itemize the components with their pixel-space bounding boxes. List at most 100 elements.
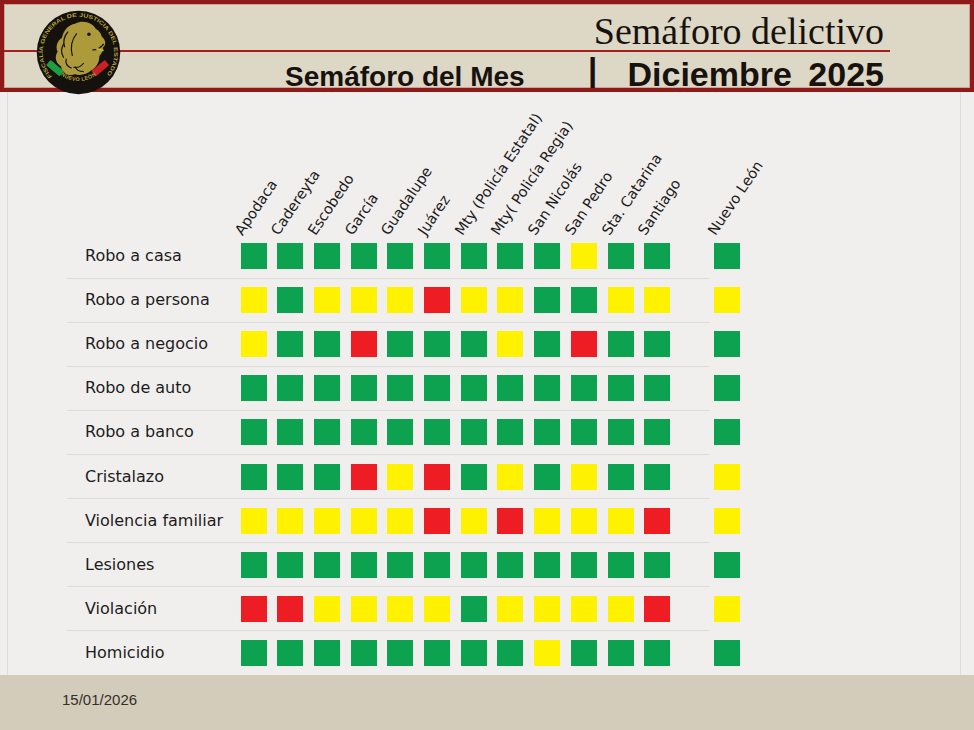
row-label: Robo a banco <box>85 419 194 445</box>
traffic-cell <box>714 419 740 445</box>
row-separator <box>67 542 710 543</box>
traffic-cell <box>351 375 377 401</box>
page-subtitle-pipe: | <box>588 53 597 86</box>
traffic-cell <box>497 419 523 445</box>
traffic-cell <box>351 243 377 269</box>
traffic-cell <box>461 331 487 357</box>
traffic-cell <box>424 287 450 313</box>
traffic-cell <box>277 331 303 357</box>
traffic-cell <box>534 640 560 666</box>
row-label: Homicidio <box>85 640 164 666</box>
traffic-cell <box>608 243 634 269</box>
traffic-cell <box>314 640 340 666</box>
traffic-cell <box>277 464 303 490</box>
traffic-cell <box>277 640 303 666</box>
traffic-cell <box>714 287 740 313</box>
header-banner: FISCALÍA GENERAL DE JUSTICIA DEL ESTADO … <box>0 0 974 92</box>
traffic-cell <box>644 331 670 357</box>
traffic-cell <box>351 331 377 357</box>
row-separator <box>67 586 710 587</box>
traffic-cell <box>608 552 634 578</box>
column-header-4: García <box>341 190 380 238</box>
traffic-cell <box>608 287 634 313</box>
traffic-cell <box>241 508 267 534</box>
traffic-cell <box>314 419 340 445</box>
row-separator <box>67 498 710 499</box>
traffic-cell <box>241 375 267 401</box>
traffic-cell <box>461 552 487 578</box>
traffic-cell <box>534 243 560 269</box>
traffic-cell <box>461 596 487 622</box>
traffic-cell <box>644 464 670 490</box>
traffic-cell <box>714 552 740 578</box>
traffic-cell <box>644 640 670 666</box>
traffic-cell <box>424 419 450 445</box>
traffic-cell <box>241 552 267 578</box>
traffic-cell <box>351 508 377 534</box>
traffic-cell <box>534 375 560 401</box>
row-label: Lesiones <box>85 552 154 578</box>
page: FISCALÍA GENERAL DE JUSTICIA DEL ESTADO … <box>0 0 974 730</box>
traffic-cell <box>314 287 340 313</box>
traffic-cell <box>644 287 670 313</box>
traffic-cell <box>571 287 597 313</box>
traffic-cell <box>424 375 450 401</box>
traffic-cell <box>461 287 487 313</box>
row-label: Cristalazo <box>85 464 164 490</box>
traffic-cell <box>534 552 560 578</box>
traffic-cell <box>461 464 487 490</box>
traffic-cell <box>461 508 487 534</box>
traffic-cell <box>424 464 450 490</box>
traffic-cell <box>644 508 670 534</box>
traffic-cell <box>608 331 634 357</box>
traffic-cell <box>387 287 413 313</box>
traffic-cell <box>644 552 670 578</box>
header-divider-line <box>4 50 890 52</box>
traffic-cell <box>497 596 523 622</box>
traffic-cell <box>314 552 340 578</box>
traffic-cell <box>351 596 377 622</box>
traffic-cell <box>424 640 450 666</box>
traffic-cell <box>277 552 303 578</box>
page-title: Semáforo delictivo <box>594 12 884 50</box>
traffic-cell <box>424 596 450 622</box>
traffic-cell <box>571 640 597 666</box>
traffic-cell <box>608 508 634 534</box>
row-separator <box>67 322 710 323</box>
traffic-cell <box>277 508 303 534</box>
traffic-cell <box>424 331 450 357</box>
traffic-cell <box>571 508 597 534</box>
traffic-cell <box>571 464 597 490</box>
page-subtitle-left: Semáforo del Mes <box>285 63 525 91</box>
traffic-cell <box>351 419 377 445</box>
traffic-cell <box>314 375 340 401</box>
traffic-cell <box>608 375 634 401</box>
traffic-cell <box>277 596 303 622</box>
traffic-cell <box>351 640 377 666</box>
traffic-cell <box>714 508 740 534</box>
page-subtitle-month: Diciembre 2025 <box>628 57 885 91</box>
grid-left-border <box>7 92 8 675</box>
traffic-cell <box>534 419 560 445</box>
traffic-cell <box>351 552 377 578</box>
traffic-cell <box>241 640 267 666</box>
traffic-cell <box>608 640 634 666</box>
row-separator <box>67 454 710 455</box>
grid-right-border <box>960 92 961 675</box>
traffic-cell <box>351 464 377 490</box>
traffic-cell <box>497 287 523 313</box>
traffic-cell <box>608 464 634 490</box>
traffic-cell <box>534 287 560 313</box>
traffic-cell <box>644 419 670 445</box>
traffic-cell <box>314 596 340 622</box>
traffic-cell <box>714 596 740 622</box>
traffic-cell <box>571 552 597 578</box>
traffic-cell <box>314 243 340 269</box>
traffic-cell <box>424 508 450 534</box>
traffic-cell <box>714 464 740 490</box>
traffic-cell <box>277 419 303 445</box>
traffic-cell <box>608 596 634 622</box>
traffic-cell <box>608 419 634 445</box>
traffic-cell <box>241 596 267 622</box>
traffic-cell <box>387 640 413 666</box>
